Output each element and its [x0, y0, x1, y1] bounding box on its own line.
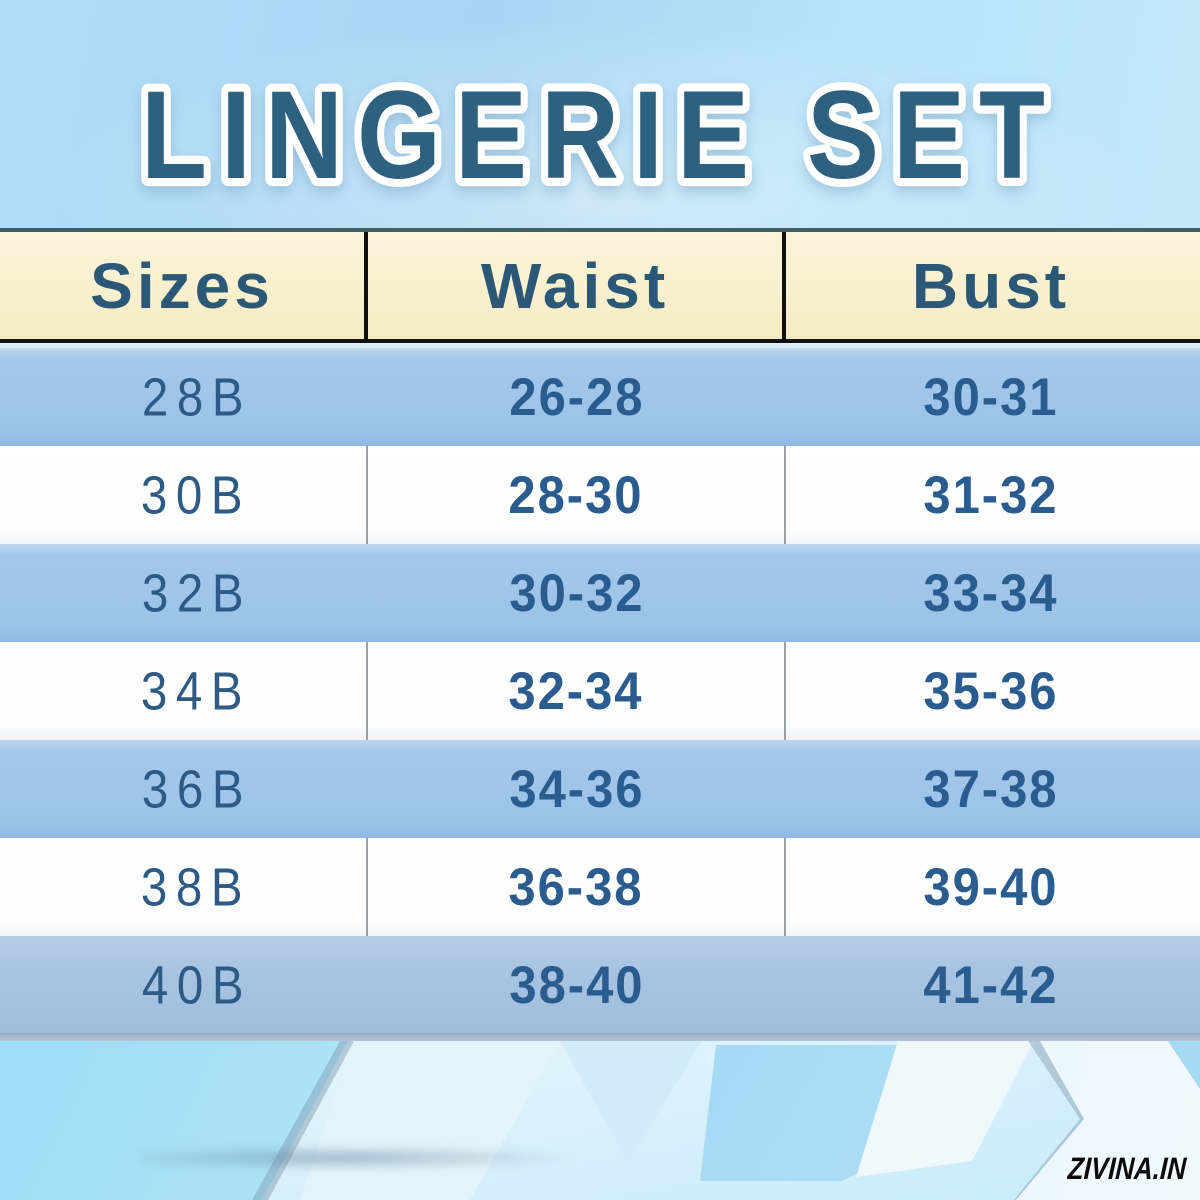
column-header-bust: Bust: [911, 249, 1071, 322]
bust-cell: 41-42: [786, 936, 1196, 1034]
waist-cell: 30-32: [368, 544, 786, 642]
brand-watermark: ZIVINA.IN: [1066, 1151, 1188, 1186]
waist-cell: 36-38: [368, 838, 786, 936]
size-cell: 30B: [0, 446, 368, 544]
size-cell: 36B: [0, 740, 368, 838]
size-value: 28B: [141, 366, 253, 428]
bust-cell: 30-31: [786, 348, 1196, 446]
waist-value: 38-40: [509, 955, 645, 1015]
header-gap: [0, 343, 1200, 348]
bust-value: 30-31: [923, 367, 1059, 427]
size-value: 40B: [141, 954, 253, 1016]
size-cell: 34B: [0, 642, 368, 740]
bust-value: 33-34: [923, 563, 1059, 623]
waist-cell: 26-28: [368, 348, 786, 446]
waist-value: 28-30: [508, 465, 644, 525]
bust-value: 31-32: [923, 465, 1059, 525]
bust-value: 41-42: [923, 955, 1059, 1015]
table-row: 40B 38-40 41-42: [0, 936, 1200, 1034]
table-row: 36B 34-36 37-38: [0, 740, 1200, 838]
size-cell: 28B: [0, 348, 368, 446]
table-row: 28B 26-28 30-31: [0, 348, 1200, 446]
size-cell: 38B: [0, 838, 368, 936]
poster-title-wrap: LINGERIE SET: [0, 28, 1200, 228]
size-value: 36B: [141, 758, 253, 820]
poster-title-svg: LINGERIE SET: [133, 57, 1059, 212]
bust-value: 37-38: [923, 759, 1059, 819]
bust-cell: 31-32: [786, 446, 1196, 544]
size-cell: 40B: [0, 936, 368, 1034]
size-value: 32B: [141, 562, 253, 624]
bust-value: 39-40: [923, 857, 1059, 917]
size-value: 34B: [140, 660, 252, 722]
size-value: 38B: [140, 856, 252, 918]
waist-value: 36-38: [508, 857, 644, 917]
bust-value: 35-36: [923, 661, 1059, 721]
table-header-row: Sizes Waist Bust: [0, 228, 1200, 343]
waist-value: 26-28: [509, 367, 645, 427]
bust-cell: 33-34: [786, 544, 1196, 642]
waist-value: 34-36: [509, 759, 645, 819]
table-bottom-shadow: [0, 1033, 1200, 1041]
table-row: 30B 28-30 31-32: [0, 446, 1200, 544]
table-row: 32B 30-32 33-34: [0, 544, 1200, 642]
waist-cell: 34-36: [368, 740, 786, 838]
bottom-decor: [0, 1041, 1200, 1200]
waist-value: 30-32: [509, 563, 645, 623]
waist-value: 32-34: [508, 661, 644, 721]
page-title: LINGERIE SET: [141, 64, 1059, 204]
size-cell: 32B: [0, 544, 368, 642]
bust-cell: 39-40: [786, 838, 1196, 936]
waist-cell: 38-40: [368, 936, 786, 1034]
column-header-waist: Waist: [368, 232, 786, 339]
bust-cell: 35-36: [786, 642, 1196, 740]
table-row: 38B 36-38 39-40: [0, 838, 1200, 936]
table-row: 34B 32-34 35-36: [0, 642, 1200, 740]
bust-cell: 37-38: [786, 740, 1196, 838]
size-table: Sizes Waist Bust 28B 26-28 30-31 30B 28-…: [0, 228, 1200, 1034]
decor-shadow-smear: [140, 1145, 580, 1171]
waist-cell: 32-34: [368, 642, 786, 740]
waist-cell: 28-30: [368, 446, 786, 544]
size-value: 30B: [140, 464, 252, 526]
column-header-sizes: Sizes: [0, 232, 368, 339]
